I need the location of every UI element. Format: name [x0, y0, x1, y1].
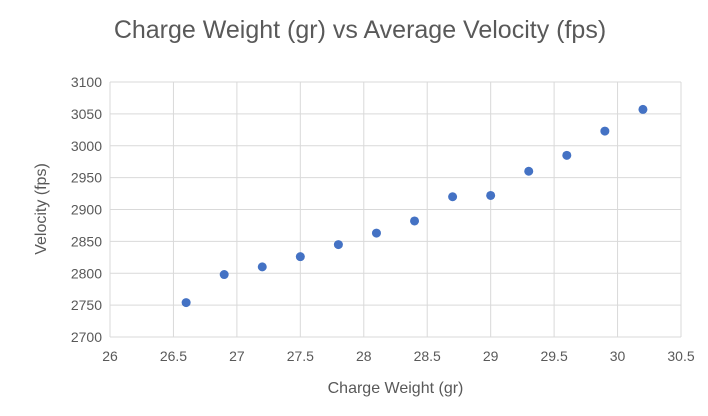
data-point	[181, 298, 191, 308]
x-tick-label: 27	[229, 348, 245, 364]
data-point	[486, 190, 496, 200]
x-tick-label: 29	[483, 348, 499, 364]
y-tick-label: 3050	[71, 106, 102, 122]
y-tick-label: 2850	[71, 233, 102, 249]
x-tick-label: 29.5	[540, 348, 567, 364]
x-tick-label: 27.5	[287, 348, 314, 364]
y-tick-label: 3000	[71, 138, 102, 154]
y-tick-label: 3100	[71, 74, 102, 90]
x-tick-label: 26	[102, 348, 118, 364]
x-tick-label: 26.5	[160, 348, 187, 364]
data-point	[524, 166, 534, 176]
data-point	[257, 262, 267, 272]
data-point	[371, 228, 381, 238]
x-tick-label: 30.5	[667, 348, 694, 364]
data-point	[638, 104, 648, 114]
y-tick-label: 2750	[71, 297, 102, 313]
x-axis-label: Charge Weight (gr)	[327, 380, 464, 397]
data-point	[562, 150, 572, 160]
x-tick-label: 28.5	[414, 348, 441, 364]
y-tick-label: 2900	[71, 202, 102, 218]
data-point	[295, 252, 305, 262]
y-tick-label: 2800	[71, 265, 102, 281]
data-point	[333, 240, 343, 250]
x-tick-label: 30	[610, 348, 626, 364]
y-tick-label: 2950	[71, 170, 102, 186]
chart-title: Charge Weight (gr) vs Average Velocity (…	[113, 16, 607, 44]
x-tick-label: 28	[356, 348, 372, 364]
y-axis-label: Velocity (fps)	[33, 163, 50, 255]
y-tick-label: 2700	[71, 329, 102, 345]
data-point	[448, 192, 458, 202]
data-point	[219, 270, 229, 280]
data-point	[600, 126, 610, 136]
data-point	[410, 216, 420, 226]
